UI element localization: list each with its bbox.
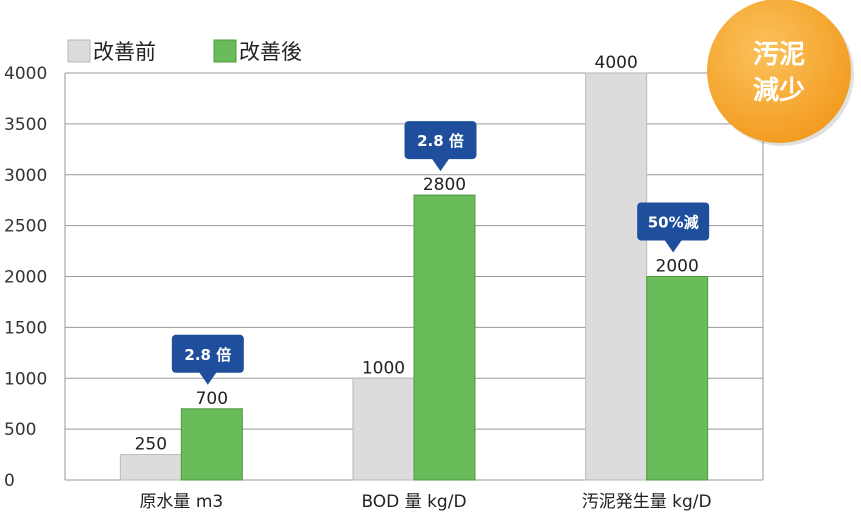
legend: 改善前 改善後 xyxy=(67,39,302,64)
legend-swatch xyxy=(213,39,237,63)
bar xyxy=(646,276,709,481)
y-tick-label: 1000 xyxy=(4,369,47,389)
category-label: 汚泥発生量 kg/D xyxy=(582,492,712,512)
bar xyxy=(585,72,648,481)
bar xyxy=(119,454,182,481)
callout-label: 2.8 倍 xyxy=(417,132,464,150)
bar-value-label: 700 xyxy=(196,389,228,409)
badge-line-1: 汚泥 xyxy=(753,40,805,70)
bars: 250 700 1000 2800 4000 2000 xyxy=(119,53,709,481)
badge-line-2: 減少 xyxy=(753,76,805,106)
y-tick-label: 2500 xyxy=(4,217,47,237)
y-tick-label: 0 xyxy=(4,471,15,491)
badge-circle xyxy=(707,0,851,143)
y-tick-label: 1500 xyxy=(4,318,47,338)
callouts: 2.8 倍 2.8 倍 50%減 xyxy=(171,121,710,385)
callout-box xyxy=(637,202,710,241)
callout: 50%減 xyxy=(637,202,710,253)
y-tick-label: 3000 xyxy=(4,166,47,186)
callout: 2.8 倍 xyxy=(171,334,244,385)
bar-value-label: 250 xyxy=(135,435,167,455)
legend-label: 改善前 xyxy=(93,40,156,64)
callout-label: 2.8 倍 xyxy=(184,346,231,364)
bar xyxy=(180,408,243,481)
y-tick-label: 3500 xyxy=(4,115,47,135)
y-tick-label: 2000 xyxy=(4,268,47,288)
callout-pointer xyxy=(431,158,450,172)
callout-pointer xyxy=(664,239,683,253)
bar-value-label: 2000 xyxy=(656,257,699,277)
bar-value-label: 1000 xyxy=(362,358,405,378)
callout-box xyxy=(404,121,477,160)
callout-pointer xyxy=(198,371,217,385)
callout-label: 50%減 xyxy=(648,214,699,232)
callout-box xyxy=(171,334,244,373)
bar-value-label: 4000 xyxy=(595,53,638,73)
legend-swatch xyxy=(67,39,91,63)
bar-value-label: 2800 xyxy=(423,175,466,195)
y-tick-label: 4000 xyxy=(4,64,47,84)
y-axis: 0 500 1000 1500 2000 2500 3000 3500 4000 xyxy=(4,64,47,491)
category-label: 原水量 m3 xyxy=(139,492,223,512)
x-axis: 原水量 m3 BOD 量 kg/D 汚泥発生量 kg/D xyxy=(139,492,711,512)
category-label: BOD 量 kg/D xyxy=(361,492,466,512)
bar xyxy=(413,194,476,481)
y-tick-label: 500 xyxy=(4,420,36,440)
bar xyxy=(352,377,415,481)
callout: 2.8 倍 xyxy=(404,121,477,172)
legend-label: 改善後 xyxy=(239,40,302,64)
